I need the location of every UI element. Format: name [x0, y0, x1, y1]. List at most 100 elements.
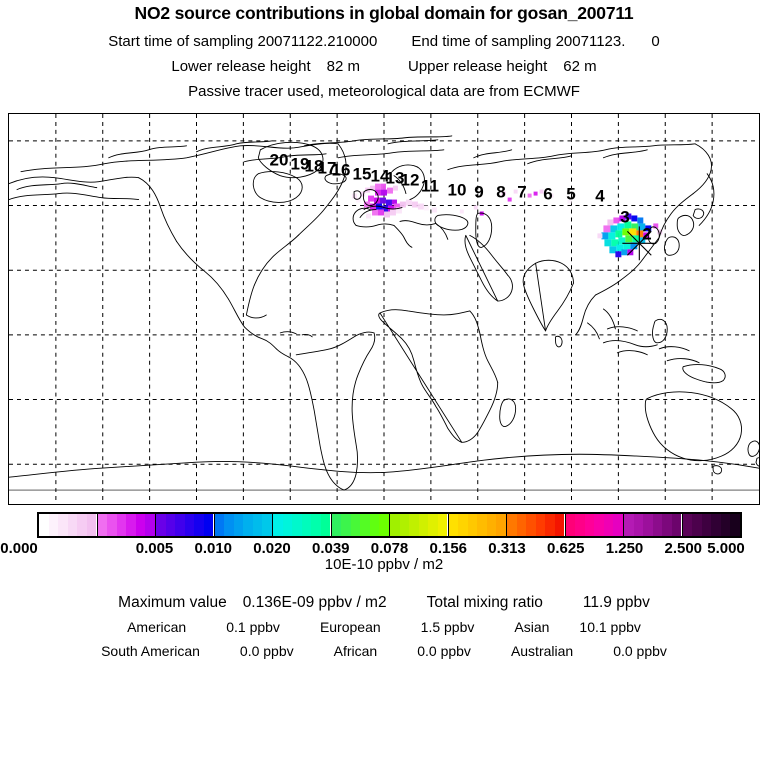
summary-row-regions-1: American 0.1 ppbv European 1.5 ppbv Asian 10.…: [0, 619, 768, 635]
colorbar-tick-3: 0.020: [253, 540, 291, 557]
colorbar-segment-3: [214, 514, 273, 536]
lower-release-height-value: 82 m: [326, 58, 360, 75]
colorbar[interactable]: 0.000 0.005 0.010 0.020 0.039 0.078 0.156 0.313…: [0, 510, 768, 570]
map-plot-area[interactable]: 20 19 18 17 16 15 14 13 12 11 10 9 8 7 6…: [8, 113, 760, 505]
colorbar-shade: [262, 514, 272, 536]
colorbar-shade: [701, 514, 712, 536]
colorbar-shade: [175, 514, 185, 536]
colorbar-tick-0: 0.000: [0, 540, 38, 557]
meteo-note: Passive tracer used, meteorological data…: [188, 83, 580, 100]
colorbar-tick-1: 0.005: [135, 540, 174, 557]
colorbar-shade: [418, 514, 429, 536]
lower-release-height-label: Lower release height: [171, 58, 311, 75]
upper-release-height-label: Upper release height: [408, 58, 548, 75]
colorbar-shade: [292, 514, 302, 536]
trajectory-label-17: 17: [317, 158, 337, 178]
colorbar-tick-labels: 0.000 0.005 0.010 0.020 0.039 0.078 0.156 0.313…: [0, 540, 768, 560]
colorbar-shade: [526, 514, 536, 536]
colorbar-shade: [467, 514, 478, 536]
trajectory-label-2: 2: [642, 224, 652, 244]
region-label-asian: Asian: [514, 619, 550, 635]
colorbar-shade: [624, 514, 634, 536]
colorbar-tick-10: 2.500: [664, 540, 703, 557]
colorbar-shade: [496, 514, 506, 536]
region-value-south-american: 0.0 ppbv: [239, 643, 294, 659]
colorbar-segment-9: [565, 514, 624, 536]
colorbar-shade: [652, 514, 663, 536]
colorbar-segment-10: [624, 514, 683, 536]
colorbar-shade: [603, 514, 614, 536]
colorbar-shade: [594, 514, 604, 536]
trajectory-label-15: 15: [352, 164, 372, 184]
region-label-south-american: South American: [101, 643, 200, 659]
end-time-value-minutes: 0: [651, 33, 660, 50]
colorbar-shade: [390, 514, 400, 536]
colorbar-shade: [554, 514, 565, 536]
start-time-label: Start time of sampling: [108, 33, 254, 50]
region-value-australian: 0.0 ppbv: [613, 643, 667, 659]
trajectory-label-18: 18: [304, 156, 324, 176]
map-inner: 20 19 18 17 16 15 14 13 12 11 10 9 8 7 6…: [9, 114, 759, 504]
trajectory-label-19: 19: [290, 154, 310, 174]
trajectory-label-7: 7: [517, 182, 527, 202]
end-time-label: End time of sampling: [411, 33, 552, 50]
colorbar-shade: [67, 514, 78, 536]
colorbar-shade: [126, 514, 136, 536]
colorbar-shade: [458, 514, 468, 536]
colorbar-shade: [545, 514, 555, 536]
trajectory-label-20: 20: [269, 150, 289, 170]
colorbar-segment-6: [390, 514, 449, 536]
colorbar-shade: [282, 514, 293, 536]
colorbar-shade: [711, 514, 721, 536]
colorbar-shade: [116, 514, 127, 536]
total-mixing-ratio-value: 11.9 ppbv: [582, 594, 650, 611]
colorbar-shade: [331, 514, 342, 536]
maximum-value-label: Maximum value: [118, 594, 227, 611]
trajectory-label-6: 6: [543, 184, 553, 204]
colorbar-shade: [243, 514, 253, 536]
region-label-american: American: [127, 619, 187, 635]
graticule-grid: [9, 114, 759, 504]
colorbar-shade: [409, 514, 419, 536]
colorbar-shade: [156, 514, 166, 536]
colorbar-shade: [584, 514, 595, 536]
region-value-asian: 10.1 ppbv: [579, 619, 641, 635]
trajectory-label-4: 4: [595, 186, 605, 206]
trajectory-label-3: 3: [620, 207, 630, 227]
release-site-marker: [622, 226, 657, 261]
colorbar-axis-label: 10E-10 ppbv / m2: [324, 556, 444, 573]
colorbar-shade: [86, 514, 97, 536]
colorbar-shade: [565, 514, 576, 536]
colorbar-tick-9: 1.250: [605, 540, 644, 557]
colorbar-shade: [643, 514, 653, 536]
colorbar-shade: [301, 514, 312, 536]
colorbar-shade: [311, 514, 321, 536]
colorbar-shade: [203, 514, 214, 536]
colorbar-shade: [516, 514, 527, 536]
release-height-line: Lower release height 82 m Upper release he…: [0, 58, 768, 75]
colorbar-segment-0: [39, 514, 98, 536]
trajectory-label-10: 10: [447, 180, 467, 200]
colorbar-gradient[interactable]: [37, 512, 742, 538]
colorbar-segment-5: [331, 514, 390, 536]
colorbar-shade: [341, 514, 351, 536]
colorbar-segment-11: [682, 514, 741, 536]
colorbar-shade: [214, 514, 225, 536]
colorbar-shade: [350, 514, 361, 536]
colorbar-tick-6: 0.156: [429, 540, 468, 557]
colorbar-shade: [107, 514, 117, 536]
colorbar-shade: [720, 514, 731, 536]
region-label-australian: Australian: [510, 643, 574, 659]
colorbar-shade: [477, 514, 487, 536]
maximum-value: 0.136E-09 ppbv / m2: [242, 594, 387, 611]
colorbar-shade: [194, 514, 204, 536]
colorbar-shade: [662, 514, 672, 536]
start-time-value: 20071122.210000: [257, 33, 378, 50]
colorbar-shade: [671, 514, 682, 536]
colorbar-shade: [730, 514, 740, 536]
colorbar-shade: [252, 514, 263, 536]
colorbar-shade: [575, 514, 585, 536]
colorbar-shade: [399, 514, 410, 536]
colorbar-shade: [39, 514, 49, 536]
region-label-european: European: [319, 619, 381, 635]
